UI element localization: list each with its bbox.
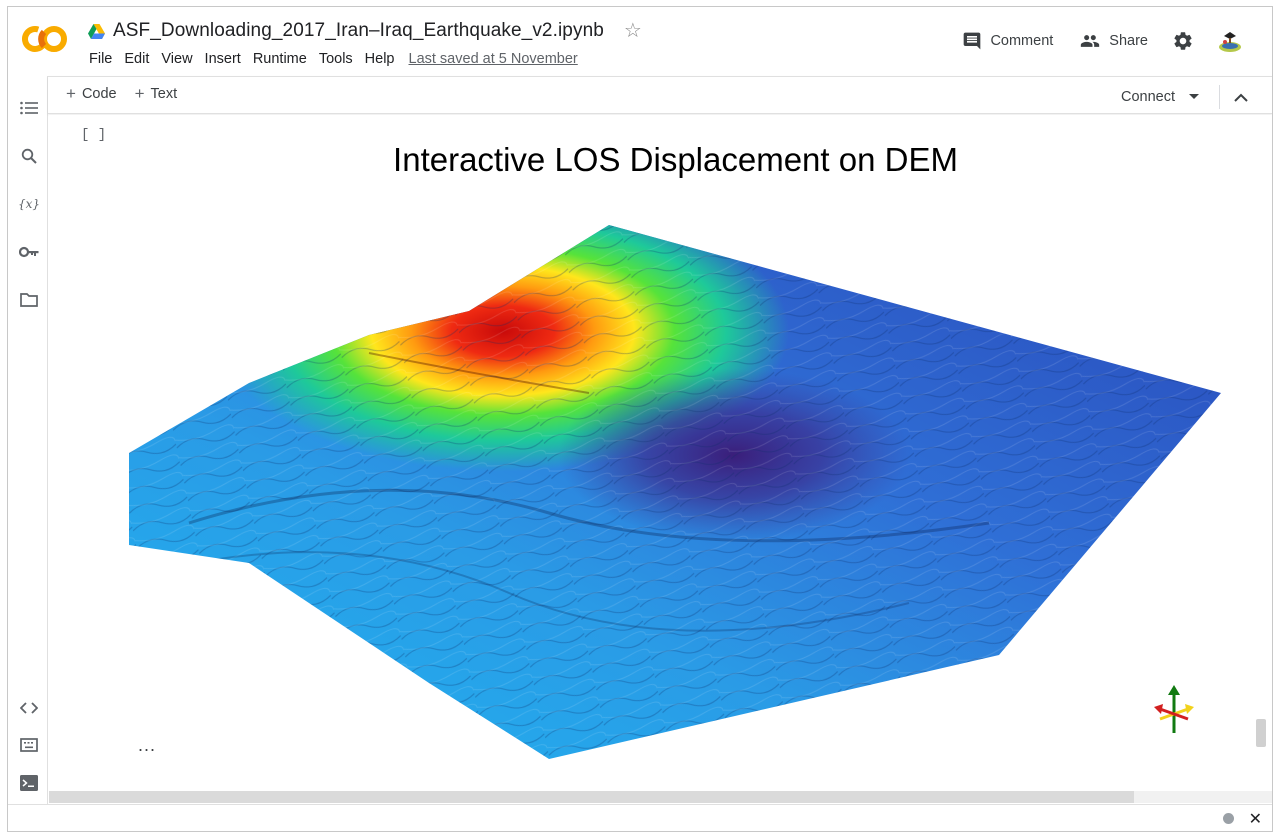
terminal-icon[interactable] (19, 773, 39, 793)
chevron-up-icon[interactable] (1234, 93, 1248, 102)
vertical-scrollbar[interactable] (1256, 719, 1266, 747)
close-icon[interactable]: ✕ (1248, 811, 1262, 828)
google-drive-icon (88, 23, 105, 39)
plot-title: Interactive LOS Displacement on DEM (393, 141, 958, 178)
share-button[interactable]: Share (1079, 31, 1148, 51)
plus-icon: + (66, 84, 76, 103)
text-label: Text (150, 86, 178, 102)
settings-gear-icon[interactable] (1172, 30, 1194, 52)
horizontal-scrollbar-thumb[interactable] (49, 791, 1134, 803)
cell-more-menu[interactable]: ... (138, 735, 157, 755)
status-bar: ✕ (8, 804, 1272, 831)
menu-runtime[interactable]: Runtime (252, 51, 307, 67)
menu-help[interactable]: Help (364, 51, 395, 67)
dem-displacement-surface[interactable] (129, 223, 1229, 763)
colab-window: ASF_Downloading_2017_Iran–Iraq_Earthquak… (7, 6, 1273, 832)
title-row: ASF_Downloading_2017_Iran–Iraq_Earthquak… (88, 19, 642, 43)
runtime-status-indicator (1223, 813, 1234, 824)
plus-icon: + (134, 84, 145, 103)
notebook-content: [ ] Interactive LOS Displacement on DEM (49, 115, 1272, 805)
colab-logo[interactable] (22, 24, 68, 54)
toolbar-divider (1219, 85, 1220, 109)
menu-file[interactable]: File (89, 51, 113, 67)
avatar-image (1216, 27, 1244, 55)
comment-label: Comment (990, 33, 1054, 49)
comment-button[interactable]: Comment (962, 31, 1053, 51)
menu-bar: File Edit View Insert Runtime Tools Help… (83, 49, 582, 69)
variables-icon[interactable]: {x} (17, 197, 41, 211)
table-of-contents-icon[interactable] (19, 98, 39, 118)
connect-label: Connect (1120, 89, 1175, 105)
star-icon[interactable]: ☆ (623, 20, 642, 42)
user-avatar[interactable] (1216, 27, 1244, 55)
last-saved-link[interactable]: Last saved at 5 November (408, 51, 578, 67)
menu-view[interactable]: View (161, 51, 193, 67)
header: ASF_Downloading_2017_Iran–Iraq_Earthquak… (8, 7, 1272, 76)
search-icon[interactable] (19, 146, 39, 166)
command-palette-icon[interactable] (19, 735, 39, 755)
orientation-axes-icon[interactable] (1152, 685, 1198, 735)
menu-edit[interactable]: Edit (124, 51, 150, 67)
add-code-cell-button[interactable]: + Code (66, 84, 117, 103)
caret-down-icon (1189, 94, 1199, 99)
secrets-key-icon[interactable] (19, 242, 39, 262)
notebook-title[interactable]: ASF_Downloading_2017_Iran–Iraq_Earthquak… (113, 20, 604, 41)
cell-run-bracket[interactable]: [ ] (81, 127, 107, 143)
files-folder-icon[interactable] (19, 290, 39, 310)
code-snippets-icon[interactable] (19, 698, 39, 718)
people-icon (1081, 35, 1100, 47)
notebook-toolbar: + Code + Text Connect (48, 76, 1272, 114)
code-label: Code (81, 86, 117, 102)
add-text-cell-button[interactable]: + Text (134, 84, 178, 103)
menu-insert[interactable]: Insert (204, 51, 241, 67)
connect-button[interactable]: Connect (1121, 89, 1199, 105)
left-sidebar: {x} (8, 76, 48, 816)
menu-tools[interactable]: Tools (318, 51, 353, 67)
share-label: Share (1109, 33, 1148, 49)
horizontal-scrollbar[interactable] (49, 791, 1272, 803)
comment-icon (964, 32, 981, 50)
header-actions: Comment Share (936, 27, 1244, 55)
